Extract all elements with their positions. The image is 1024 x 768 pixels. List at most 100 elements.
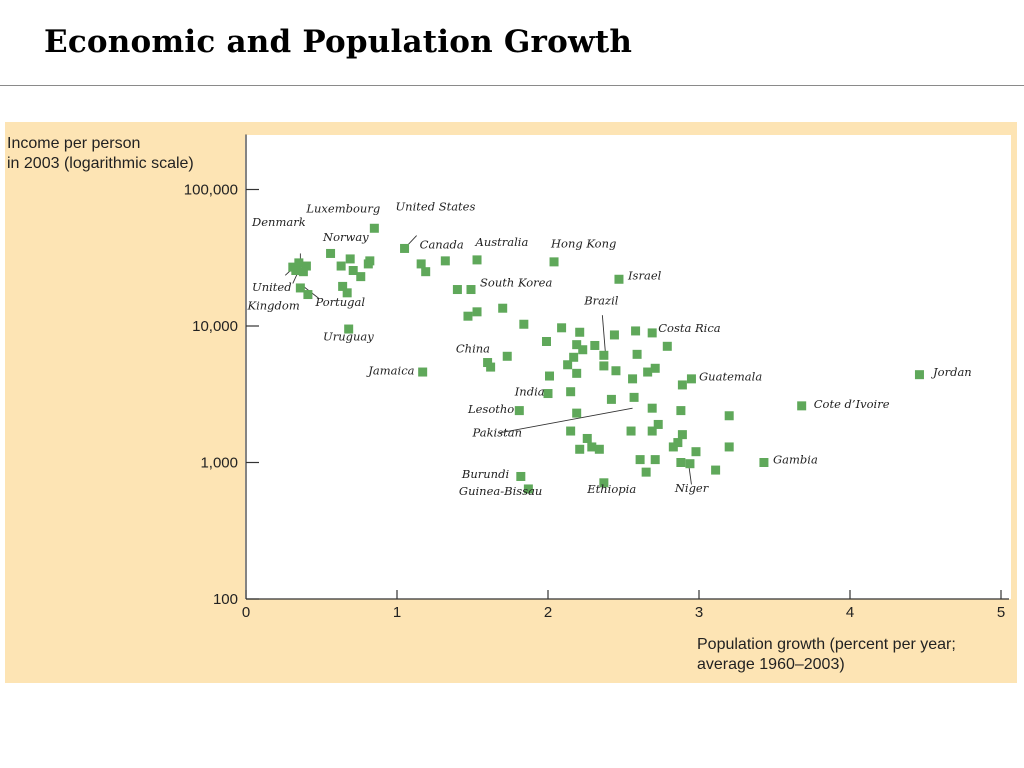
data-point <box>599 478 609 488</box>
data-point <box>914 370 924 380</box>
country-label: United States <box>395 200 475 214</box>
data-point <box>295 283 305 293</box>
country-label: Israel <box>627 268 662 282</box>
country-label: Canada <box>420 237 464 251</box>
country-label: Jamaica <box>366 364 414 378</box>
x-tick-label: 3 <box>695 604 703 621</box>
data-point <box>326 248 336 258</box>
x-axis-title-line2: average 1960–2003) <box>697 656 845 673</box>
data-point <box>643 367 653 377</box>
country-label: South Korea <box>480 275 552 289</box>
data-point <box>452 285 462 295</box>
data-point <box>677 430 687 440</box>
data-point <box>572 340 582 350</box>
x-tick-label: 5 <box>997 604 1005 621</box>
data-point <box>575 444 585 454</box>
country-label: India <box>514 384 545 398</box>
country-label: Kingdom <box>247 299 300 313</box>
data-point <box>303 290 313 300</box>
data-point <box>587 442 597 452</box>
y-axis-title-line2: in 2003 (logarithmic scale) <box>7 155 194 172</box>
data-point <box>566 426 576 436</box>
data-point <box>609 330 619 340</box>
data-point <box>336 261 346 271</box>
country-label: Ethiopia <box>586 482 636 496</box>
data-point <box>543 389 553 399</box>
data-point <box>614 274 624 284</box>
data-point <box>416 259 426 269</box>
country-label: Hong Kong <box>550 237 616 251</box>
data-point <box>611 366 621 376</box>
data-point <box>541 336 551 346</box>
data-point <box>563 360 573 370</box>
data-point <box>724 442 734 452</box>
data-point <box>498 303 508 313</box>
data-point <box>653 419 663 429</box>
data-point <box>400 243 410 253</box>
data-point <box>647 403 657 413</box>
y-tick-label: 100,000 <box>184 182 238 199</box>
data-point <box>647 426 657 436</box>
x-tick-label: 1 <box>393 604 401 621</box>
data-point <box>344 324 354 334</box>
data-point <box>677 380 687 390</box>
country-label: Lesotho <box>467 402 514 416</box>
data-point <box>301 261 311 271</box>
data-point <box>486 362 496 372</box>
data-point <box>641 467 651 477</box>
country-label: Denmark <box>251 215 306 229</box>
data-point <box>557 323 567 333</box>
data-point <box>291 266 301 276</box>
data-point <box>797 401 807 411</box>
data-point <box>632 349 642 359</box>
data-point <box>575 327 585 337</box>
data-point <box>686 374 696 384</box>
data-point <box>519 319 529 329</box>
data-points <box>288 223 924 494</box>
data-point <box>676 458 686 467</box>
data-point <box>549 257 559 267</box>
data-point <box>572 408 582 418</box>
country-label: Brazil <box>583 293 619 307</box>
data-point <box>662 341 672 351</box>
axes: 0 1 2 3 4 5 100 1,000 10,000 100,000 <box>184 134 1009 621</box>
data-point <box>676 406 686 416</box>
slide-title: Economic and Population Growth <box>44 24 633 60</box>
data-point <box>345 254 355 264</box>
data-point <box>472 255 482 265</box>
country-label: China <box>456 341 490 355</box>
data-point <box>590 340 600 350</box>
data-point <box>629 392 639 402</box>
data-point <box>626 426 636 436</box>
country-label: Guinea-Bissau <box>459 484 542 498</box>
data-point <box>572 368 582 378</box>
data-point <box>516 471 526 481</box>
country-label: Luxembourg <box>305 201 380 215</box>
data-point <box>691 447 701 457</box>
data-point <box>363 259 373 269</box>
country-label: Australia <box>475 235 529 249</box>
data-point <box>466 285 476 295</box>
scatter-chart: 0 1 2 3 4 5 100 1,000 10,000 100,000 Luxembourg Un… <box>7 134 1011 673</box>
country-label: Niger <box>674 481 710 495</box>
data-point <box>759 458 769 467</box>
data-point <box>606 394 616 404</box>
country-labels: Luxembourg United States Denmark Norway Cana… <box>247 200 972 498</box>
data-point <box>685 459 695 469</box>
y-axis-title-line1: Income per person <box>7 135 140 152</box>
data-point <box>418 367 428 377</box>
data-point <box>599 361 609 371</box>
data-point <box>724 411 734 421</box>
data-point <box>421 267 431 277</box>
country-label: Jordan <box>931 365 972 379</box>
data-point <box>472 307 482 317</box>
data-point <box>569 352 579 362</box>
chart-panel: 0 1 2 3 4 5 100 1,000 10,000 100,000 Luxembourg Un… <box>5 122 1017 683</box>
x-tick-label: 4 <box>846 604 854 621</box>
y-tick-label: 1,000 <box>200 455 238 472</box>
data-point <box>599 350 609 360</box>
data-point <box>502 351 512 361</box>
data-point <box>338 281 348 291</box>
data-point <box>566 387 576 397</box>
data-point <box>483 358 493 368</box>
